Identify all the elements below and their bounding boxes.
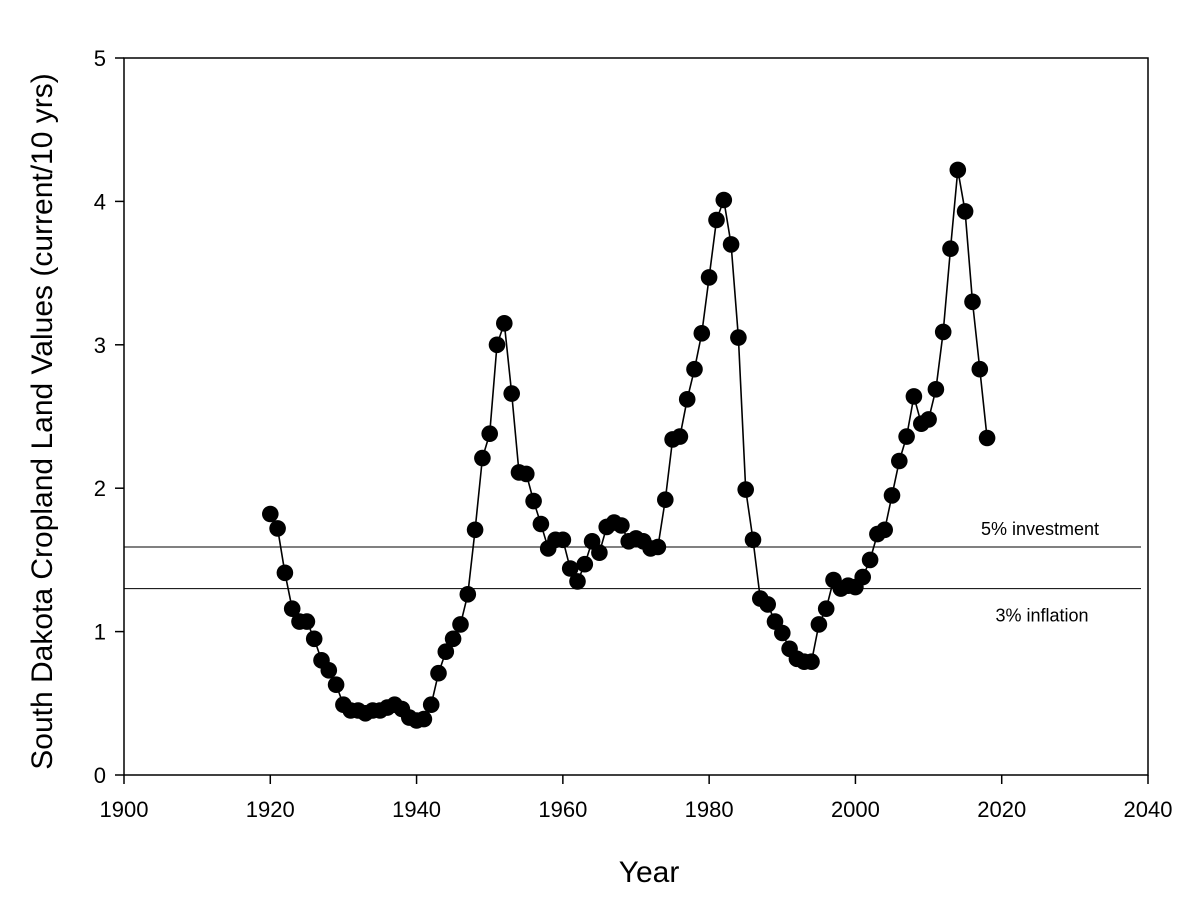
- x-tick-label: 2020: [977, 797, 1026, 822]
- data-point: [532, 515, 550, 533]
- data-point: [518, 465, 535, 483]
- data-point: [298, 613, 316, 630]
- data-point: [262, 505, 279, 523]
- data-point: [576, 555, 594, 573]
- x-tick-label: 1960: [538, 797, 587, 822]
- x-tick-label: 1940: [392, 797, 441, 822]
- data-point: [283, 600, 301, 617]
- data-point: [422, 696, 440, 713]
- x-tick-label: 1920: [246, 797, 295, 822]
- x-tick-label: 1980: [685, 797, 734, 822]
- x-tick-label: 2000: [831, 797, 880, 822]
- data-point: [964, 293, 981, 311]
- data-point: [700, 269, 718, 286]
- data-point: [415, 710, 433, 728]
- data-point: [561, 560, 579, 577]
- data-point: [708, 211, 725, 229]
- data-point: [861, 551, 879, 569]
- data-point: [891, 452, 908, 470]
- y-axis-title: South Dakota Cropland Land Values (curre…: [26, 73, 59, 770]
- reference-line-label: 3% inflation: [995, 606, 1088, 626]
- data-point: [956, 203, 974, 220]
- data-point: [613, 517, 630, 534]
- y-tick-label: 0: [94, 763, 106, 788]
- data-point: [737, 481, 754, 498]
- data-point: [496, 315, 513, 332]
- data-point: [715, 191, 733, 209]
- data-point: [942, 240, 959, 257]
- data-point: [817, 600, 835, 617]
- data-point: [934, 323, 952, 341]
- data-point: [525, 492, 542, 510]
- y-tick-label: 1: [94, 620, 106, 645]
- data-point: [905, 388, 923, 405]
- data-point: [693, 325, 711, 342]
- data-point: [444, 630, 462, 648]
- y-tick-label: 5: [94, 46, 106, 71]
- data-point: [686, 360, 703, 378]
- data-point: [276, 564, 294, 582]
- data-point: [876, 521, 893, 539]
- data-point: [744, 531, 762, 549]
- data-point: [927, 381, 945, 398]
- y-tick-label: 4: [94, 189, 106, 214]
- data-point: [759, 596, 776, 613]
- x-tick-label: 2040: [1124, 797, 1173, 822]
- data-point: [569, 573, 586, 590]
- data-point: [649, 538, 667, 556]
- data-point: [269, 520, 286, 537]
- data-point: [437, 643, 455, 660]
- data-point: [474, 449, 491, 467]
- data-point: [481, 425, 499, 443]
- data-point: [949, 161, 967, 179]
- data-point: [671, 428, 689, 445]
- data-point: [920, 411, 937, 428]
- reference-line-label: 5% investment: [981, 519, 1099, 539]
- data-point: [978, 429, 996, 447]
- data-point: [320, 662, 338, 679]
- data-point: [554, 531, 572, 549]
- data-point: [730, 329, 747, 346]
- data-point: [722, 236, 740, 253]
- data-point: [657, 491, 674, 509]
- x-axis-title: Year: [619, 856, 680, 889]
- x-tick-label: 1900: [100, 797, 149, 822]
- data-point: [883, 487, 901, 504]
- y-tick-label: 2: [94, 476, 106, 501]
- series-line: [269, 169, 988, 722]
- data-point: [488, 336, 506, 354]
- data-point: [898, 428, 915, 445]
- data-point: [854, 568, 871, 586]
- data-point: [678, 391, 696, 408]
- y-tick-label: 3: [94, 333, 106, 358]
- plot-frame: [123, 57, 1149, 776]
- data-point: [452, 616, 469, 633]
- data-point: [503, 385, 520, 402]
- data-point: [774, 624, 791, 642]
- data-point: [591, 544, 608, 561]
- data-point: [430, 664, 447, 682]
- data-point: [971, 360, 989, 378]
- data-point: [459, 586, 477, 603]
- data-point: [810, 616, 828, 633]
- data-point: [803, 653, 820, 670]
- data-point: [305, 630, 323, 648]
- data-point: [466, 521, 484, 539]
- data-point: [327, 676, 345, 693]
